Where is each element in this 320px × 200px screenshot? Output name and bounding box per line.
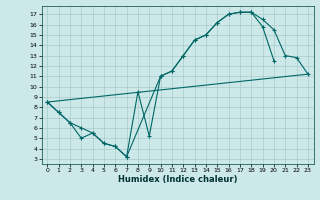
X-axis label: Humidex (Indice chaleur): Humidex (Indice chaleur) <box>118 175 237 184</box>
